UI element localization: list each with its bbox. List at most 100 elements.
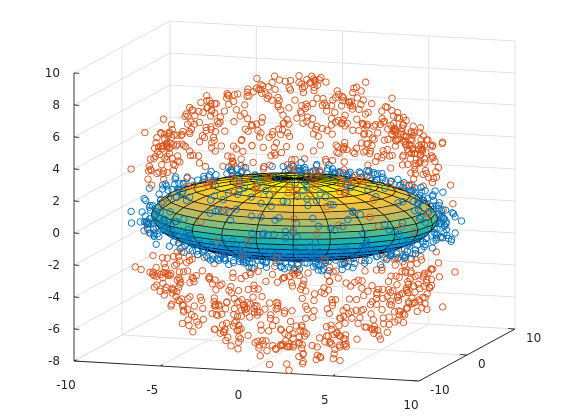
scatter-point-orange [352,83,361,91]
scatter-point-orange [177,131,185,140]
scatter-point-orange [282,142,291,151]
scatter-point-orange [278,342,286,350]
scatter-point-orange [410,175,418,183]
scatter-point-blue [313,262,321,270]
scatter-point-orange [362,78,370,86]
scatter-point-blue [171,175,179,183]
scatter-point-orange [415,128,423,136]
grid-line [73,84,171,138]
scatter-point-orange [359,291,368,300]
scatter-point-orange [183,305,192,314]
scatter-point-orange [262,177,271,185]
scatter-point-blue [398,219,407,227]
scatter-point-blue [327,224,335,233]
scatter-point-blue [248,229,256,237]
scatter-point-orange [346,282,355,290]
scatter-point-orange [408,181,416,190]
scatter-point-orange [286,76,295,85]
scatter-point-orange [240,164,248,172]
scatter-point-orange [288,162,296,171]
scatter-point-orange [369,326,377,334]
scatter-point-blue [251,171,259,179]
scatter-point-orange [323,305,331,313]
z-tick-label: 10 [45,66,60,80]
scatter-point-blue [228,237,237,245]
scatter-point-orange [391,308,399,316]
scatter-point-orange [238,136,246,144]
scatter-point-blue [373,170,382,178]
scatter-point-orange [328,101,336,110]
scatter-point-orange [178,301,187,310]
scatter-point-orange [236,335,245,343]
scatter-point-blue [233,190,242,199]
scatter-point-orange [150,155,158,163]
scatter-point-orange [257,129,265,137]
scatter-point-orange [171,261,179,270]
scatter-point-orange [230,118,238,126]
scatter-point-orange [163,155,171,164]
scatter-point-orange [270,143,278,151]
scatter-point-orange [218,280,226,288]
scatter-point-orange [280,273,289,282]
scatter-point-orange [241,101,249,109]
scatter-point-blue [292,219,301,227]
scatter-point-blue [141,212,149,220]
scatter-point-blue [439,234,447,242]
scatter-point-orange [285,366,293,374]
scatter-point-orange [199,108,207,117]
scatter-point-blue [202,252,211,260]
scatter-point-blue [171,180,179,188]
scatter-point-orange [186,151,195,160]
scatter-point-orange [262,277,270,286]
scatter-point-orange [298,109,306,117]
scatter-point-orange [348,314,356,322]
scatter-point-orange [366,300,374,309]
scatter-point-blue [257,213,265,221]
scatter-point-orange [451,268,459,276]
scatter-point-orange [195,159,204,167]
scatter-point-orange [328,130,336,138]
scatter-point-orange [355,105,363,114]
scatter-point-orange [341,319,349,327]
scatter-point-blue [229,256,238,265]
scatter-point-orange [346,101,355,110]
scatter-point-blue [142,219,150,227]
scatter-point-orange [285,104,293,112]
scatter-point-orange [267,152,275,160]
y-tick-label: -10 [430,383,450,397]
scatter-point-orange [190,277,198,286]
scatter-point-orange [272,139,281,147]
scatter-point-orange [280,309,289,317]
scatter-point-orange [198,132,207,140]
grid-line [73,276,171,330]
scatter-point-orange [336,341,344,349]
scatter-point-blue [331,226,339,234]
scatter-point-orange [285,84,293,92]
scatter-point-orange [303,117,311,125]
scatter-point-orange [300,332,309,340]
scatter-point-orange [265,327,273,335]
scatter-point-orange [173,276,181,284]
scatter-point-blue [365,256,373,265]
scatter-point-orange [183,267,192,275]
scatter-point-orange [434,163,443,172]
scatter-point-blue [211,207,220,215]
scatter-point-orange [361,267,369,275]
scatter-point-orange [202,123,210,132]
scatter-point-orange [178,319,187,328]
scatter-point-orange [423,275,431,284]
scatter-point-orange [320,284,328,292]
scatter-point-orange [364,108,372,117]
x-tick-label: 5 [321,393,329,407]
scatter-point-blue [247,193,255,201]
scatter-point-blue [395,230,403,238]
scatter-point-orange [152,139,160,147]
scatter-point-blue [309,214,317,223]
scatter-point-orange [267,311,275,319]
scatter-point-orange [328,299,337,307]
scatter-point-blue [447,235,456,244]
scatter-point-blue [411,250,419,258]
scatter-point-orange [370,322,379,330]
scatter-point-orange [314,132,322,140]
scatter-point-orange [258,114,267,122]
